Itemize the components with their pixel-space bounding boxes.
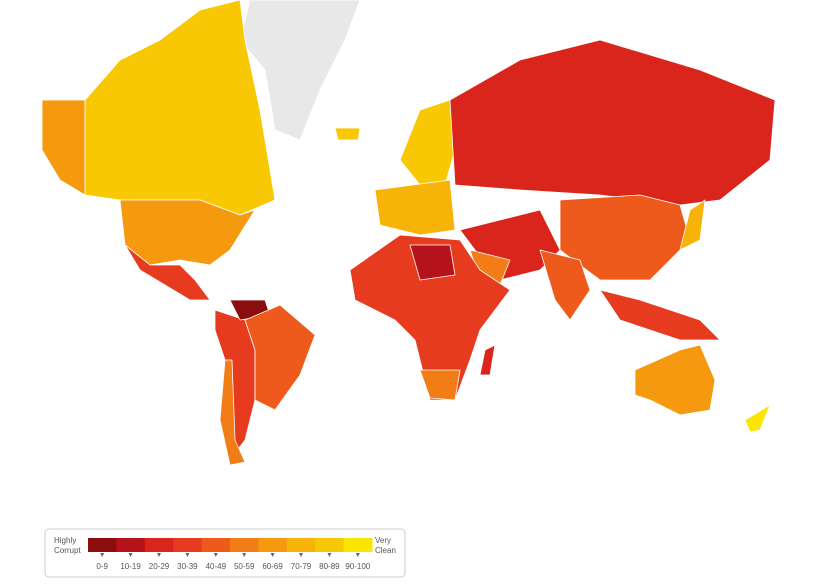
legend-swatch (88, 538, 117, 552)
greenland (239, 0, 361, 141)
australia (634, 344, 716, 416)
legend-bin-label: 10-19 (120, 562, 141, 571)
japan (679, 199, 706, 251)
legend-bin-label: 50-59 (234, 562, 255, 571)
legend-tick (299, 553, 303, 557)
legend-tick (242, 553, 247, 557)
legend-swatch (144, 538, 174, 552)
russia (449, 39, 776, 206)
china (559, 194, 691, 281)
africa (349, 234, 511, 401)
legend: Highly Corrupt Very Clean 0-9 10-19 20-29 3… (44, 528, 406, 578)
alaska (41, 99, 86, 196)
legend-swatch (258, 538, 288, 552)
legend-swatch (173, 538, 203, 552)
legend-bin-label: 80-89 (319, 562, 340, 571)
legend-swatch (230, 538, 259, 552)
legend-bin-label: 90-100 (345, 562, 370, 571)
legend-high-label: Very (375, 536, 391, 545)
legend-bin-label: 20-29 (149, 562, 170, 571)
legend-high-label: Clean (375, 546, 396, 555)
middle-east (459, 209, 561, 281)
legend-bin-label: 30-39 (177, 562, 198, 571)
legend-tick (128, 553, 133, 557)
legend-swatch (343, 538, 373, 552)
legend-bin-label: 40-49 (206, 562, 227, 571)
mexico (124, 244, 211, 301)
chile (219, 359, 246, 466)
legend-tick (213, 553, 218, 557)
western-europe (374, 179, 456, 236)
legend-bin-label: 60-69 (262, 562, 283, 571)
iceland (334, 127, 361, 141)
legend-swatch (116, 538, 146, 552)
legend-low-label: Highly (54, 536, 76, 545)
legend-tick (100, 553, 105, 557)
legend-low-label: Corrupt (54, 546, 81, 555)
brazil (244, 304, 316, 411)
legend-tick (157, 553, 161, 557)
legend-tick (355, 553, 360, 557)
southeast-asia (599, 289, 721, 341)
legend-tick (327, 553, 332, 557)
legend-tick (185, 553, 190, 557)
legend-bin-label: 0-9 (96, 562, 108, 571)
legend-bin-label: 70-79 (291, 562, 312, 571)
india (539, 249, 591, 321)
legend-swatch (315, 538, 345, 552)
south-africa (419, 369, 461, 401)
legend-swatch (201, 538, 231, 552)
scandinavia (399, 99, 456, 186)
legend-swatch (286, 538, 316, 552)
new-zealand (744, 404, 771, 433)
madagascar (479, 344, 496, 376)
legend-tick (270, 553, 275, 557)
north-africa (409, 244, 456, 281)
countries (41, 0, 776, 466)
